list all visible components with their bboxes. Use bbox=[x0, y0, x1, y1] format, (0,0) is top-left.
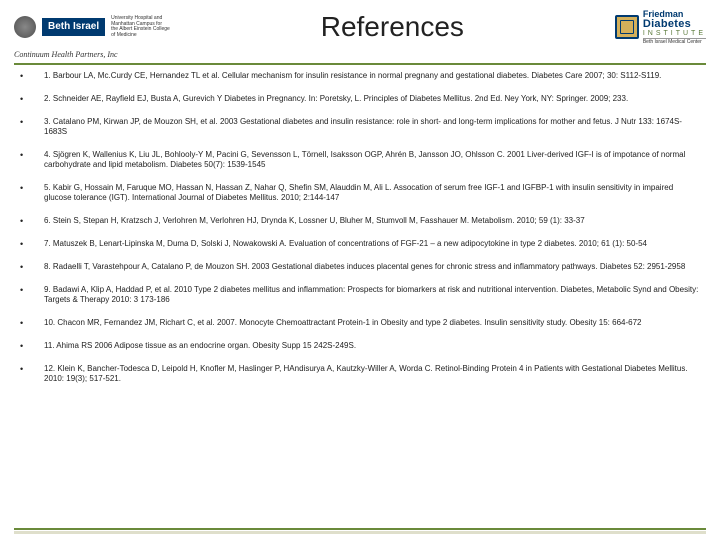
reference-list: 1. Barbour LA, Mc.Curdy CE, Hernandez TL… bbox=[0, 71, 720, 384]
footer-shadow bbox=[14, 531, 706, 534]
reference-item: 8. Radaelli T, Varastehpour A, Catalano … bbox=[30, 262, 702, 272]
page-title: References bbox=[170, 11, 615, 43]
footer-divider bbox=[14, 528, 706, 530]
reference-item: 3. Catalano PM, Kirwan JP, de Mouzon SH,… bbox=[30, 117, 702, 137]
header: Beth Israel University Hospital and Manh… bbox=[0, 0, 720, 50]
friedman-mark-icon bbox=[615, 15, 639, 39]
affiliation-caption: University Hospital and Manhattan Campus… bbox=[111, 16, 170, 38]
reference-item: 11. Ahima RS 2006 Adipose tissue as an e… bbox=[30, 341, 702, 351]
friedman-text: Friedman Diabetes INSTITUTE Beth Israel … bbox=[643, 10, 706, 45]
reference-item: 12. Klein K, Bancher-Todesca D, Leipold … bbox=[30, 364, 702, 384]
reference-item: 4. Sjögren K, Wallenius K, Liu JL, Bohlo… bbox=[30, 150, 702, 170]
reference-item: 5. Kabir G, Hossain M, Faruque MO, Hassa… bbox=[30, 183, 702, 203]
fdi-line: Diabetes bbox=[643, 19, 706, 30]
fdi-line: Beth Israel Medical Center bbox=[643, 38, 706, 45]
beth-israel-box: Beth Israel bbox=[42, 18, 105, 36]
affil-line: of Medicine bbox=[111, 33, 170, 39]
continuum-text: Continuum Health Partners, Inc bbox=[14, 50, 118, 59]
seal-icon bbox=[14, 16, 36, 38]
logo-beth-israel: Beth Israel University Hospital and Manh… bbox=[14, 16, 170, 38]
top-divider bbox=[14, 63, 706, 65]
fdi-line: INSTITUTE bbox=[643, 30, 706, 37]
reference-item: 1. Barbour LA, Mc.Curdy CE, Hernandez TL… bbox=[30, 71, 702, 81]
logo-friedman: Friedman Diabetes INSTITUTE Beth Israel … bbox=[615, 10, 706, 45]
reference-item: 2. Schneider AE, Rayfield EJ, Busta A, G… bbox=[30, 94, 702, 104]
reference-item: 6. Stein S, Stepan H, Kratzsch J, Verloh… bbox=[30, 216, 702, 226]
reference-item: 9. Badawi A, Klip A, Haddad P, et al. 20… bbox=[30, 285, 702, 305]
sub-bar: Continuum Health Partners, Inc bbox=[0, 50, 720, 61]
reference-item: 10. Chacon MR, Fernandez JM, Richart C, … bbox=[30, 318, 702, 328]
reference-item: 7. Matuszek B, Lenart-Lipinska M, Duma D… bbox=[30, 239, 702, 249]
